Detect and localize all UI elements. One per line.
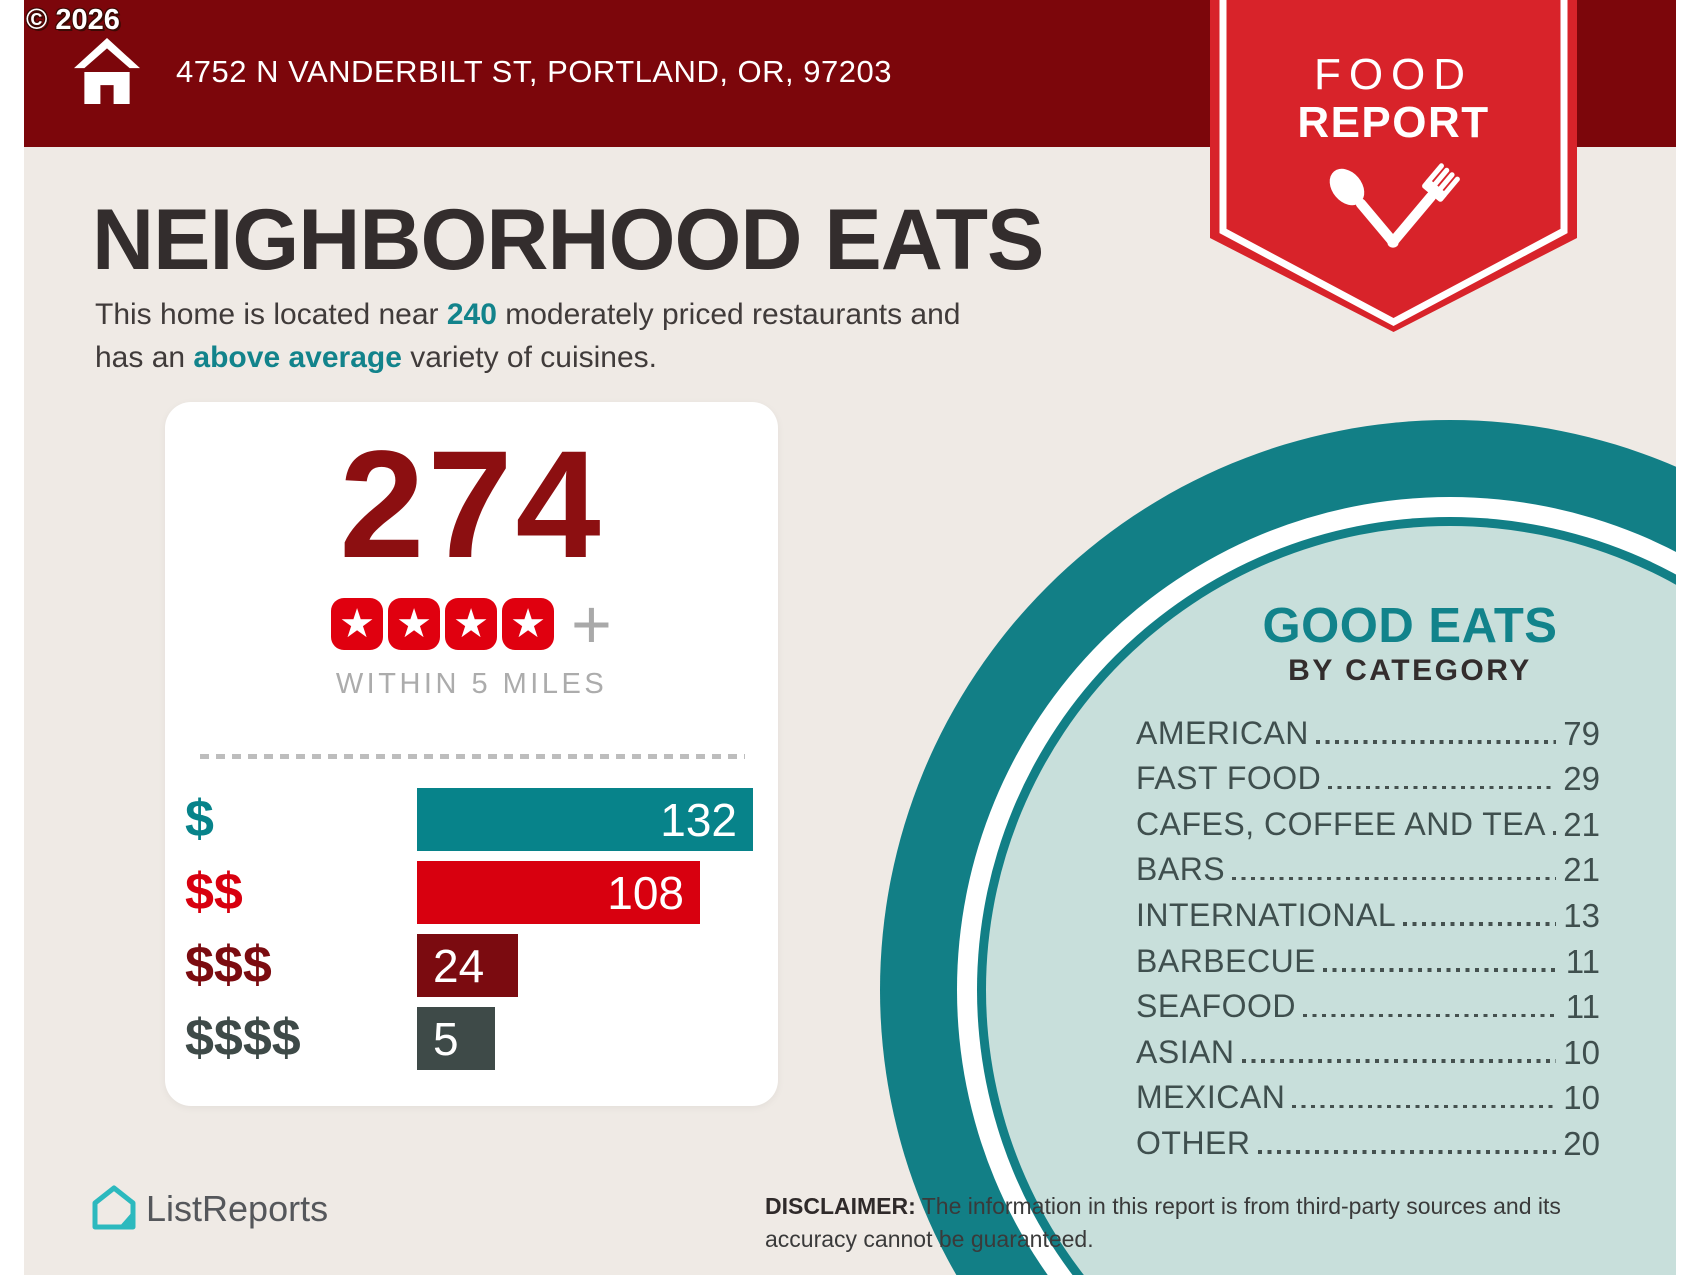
price-bar: 24 — [417, 934, 518, 997]
category-value: 29 — [1563, 760, 1600, 798]
category-row: SEAFOOD 11 — [1136, 982, 1600, 1028]
category-dotted-leader — [1292, 1104, 1557, 1109]
disclaimer-label: DISCLAIMER: — [765, 1193, 916, 1219]
category-row: BARS 21 — [1136, 845, 1600, 891]
house-icon — [74, 36, 140, 111]
category-row: ASIAN 10 — [1136, 1027, 1600, 1073]
good-eats-subtitle: BY CATEGORY — [1288, 654, 1532, 687]
listreports-logo-icon — [88, 1184, 140, 1237]
price-bar: 5 — [417, 1007, 495, 1070]
spoon-fork-icon — [1329, 163, 1460, 248]
property-address: 4752 N VANDERBILT ST, PORTLAND, OR, 9720… — [176, 54, 892, 89]
price-bar-value: 24 — [433, 939, 485, 992]
category-value: 13 — [1563, 896, 1600, 934]
category-label: AMERICAN — [1136, 714, 1309, 751]
category-value: 20 — [1563, 1124, 1600, 1162]
category-row: FAST FOOD 29 — [1136, 754, 1600, 800]
star-icon: ★ — [388, 598, 441, 650]
category-value: 10 — [1563, 1033, 1600, 1071]
category-dotted-leader — [1257, 1150, 1557, 1154]
category-label: ASIAN — [1136, 1033, 1235, 1070]
price-bar-value: 108 — [607, 866, 684, 919]
price-bar-row: $$$$ 5 — [165, 1007, 778, 1070]
right-margin-strip — [1676, 0, 1700, 1275]
category-value: 10 — [1563, 1079, 1600, 1117]
category-dotted-leader — [1403, 922, 1557, 926]
category-dotted-leader — [1328, 785, 1557, 790]
category-dotted-leader — [1315, 740, 1557, 744]
price-bar-row: $$ 108 — [165, 861, 778, 924]
copyright-text: © 2026 — [26, 4, 120, 36]
category-value: 11 — [1565, 988, 1600, 1026]
restaurant-count-highlight: 240 — [446, 298, 497, 331]
ribbon-title-report: REPORT — [1297, 98, 1490, 147]
category-label: OTHER — [1136, 1124, 1251, 1161]
price-level-label: $$ — [185, 863, 243, 921]
intro-paragraph: This home is located near 240 moderately… — [95, 293, 961, 379]
category-list: AMERICAN 79 FAST FOOD 29 CAFES, COFFEE AND T… — [1136, 708, 1600, 1164]
category-label: BARS — [1136, 851, 1226, 888]
ribbon-title-food: FOOD — [1313, 50, 1474, 99]
category-dotted-leader — [1552, 831, 1557, 835]
dashed-divider — [200, 754, 745, 759]
category-row: MEXICAN 10 — [1136, 1073, 1600, 1119]
variety-highlight: above average — [193, 341, 402, 374]
star-rating: ★ ★ ★ ★ + — [165, 585, 778, 663]
brand-name: ListReports — [146, 1188, 329, 1229]
good-eats-title: GOOD EATS — [1262, 599, 1558, 653]
food-report-ribbon: FOOD REPORT — [1210, 0, 1577, 334]
intro-line-2: has an above average variety of cuisines… — [95, 341, 657, 374]
left-margin-strip — [0, 0, 24, 1275]
category-dotted-leader — [1232, 876, 1557, 881]
price-bar: 132 — [417, 788, 753, 851]
star-icon: ★ — [502, 598, 555, 650]
category-value: 21 — [1563, 805, 1600, 843]
star-icon: ★ — [331, 598, 384, 650]
category-row: AMERICAN 79 — [1136, 708, 1600, 754]
page-title: NEIGHBORHOOD EATS — [92, 192, 1044, 288]
category-label: FAST FOOD — [1136, 760, 1322, 797]
category-dotted-leader — [1302, 1013, 1559, 1018]
category-label: BARBECUE — [1136, 942, 1317, 979]
price-level-label: $ — [185, 790, 214, 848]
price-level-label: $$$ — [185, 936, 272, 994]
category-value: 21 — [1563, 851, 1600, 889]
price-bar-value: 132 — [660, 793, 737, 846]
category-label: SEAFOOD — [1136, 988, 1296, 1025]
disclaimer-text: DISCLAIMER: The information in this repo… — [765, 1193, 1561, 1252]
price-bar-row: $132 — [165, 788, 778, 851]
price-bar-row: $$$ 24 — [165, 934, 778, 997]
price-level-label: $$$$ — [185, 1009, 301, 1067]
price-bar-value: 5 — [433, 1012, 459, 1065]
category-value: 11 — [1565, 942, 1600, 980]
category-label: INTERNATIONAL — [1136, 896, 1397, 933]
plus-sign: + — [571, 585, 612, 663]
restaurant-stats-card: 274 ★ ★ ★ ★ + WITHIN 5 MILES $132 $$ 108 $$$ 24 $… — [165, 402, 778, 1106]
intro-line-1: This home is located near 240 moderately… — [95, 298, 961, 331]
star-icon: ★ — [445, 598, 498, 650]
category-dotted-leader — [1323, 968, 1559, 972]
category-row: BARBECUE 11 — [1136, 936, 1600, 982]
category-value: 79 — [1563, 714, 1600, 752]
radius-caption: WITHIN 5 MILES — [335, 668, 608, 700]
ribbon-banner-shape — [1210, 0, 1577, 332]
category-row: INTERNATIONAL 13 — [1136, 890, 1600, 936]
category-row: CAFES, COFFEE AND TEA 21 — [1136, 799, 1600, 845]
price-bar: 108 — [417, 861, 700, 924]
category-row: OTHER 20 — [1136, 1118, 1600, 1164]
category-label: CAFES, COFFEE AND TEA — [1136, 805, 1546, 842]
category-label: MEXICAN — [1136, 1079, 1286, 1116]
category-dotted-leader — [1241, 1059, 1557, 1063]
total-restaurant-count: 274 — [339, 419, 604, 590]
